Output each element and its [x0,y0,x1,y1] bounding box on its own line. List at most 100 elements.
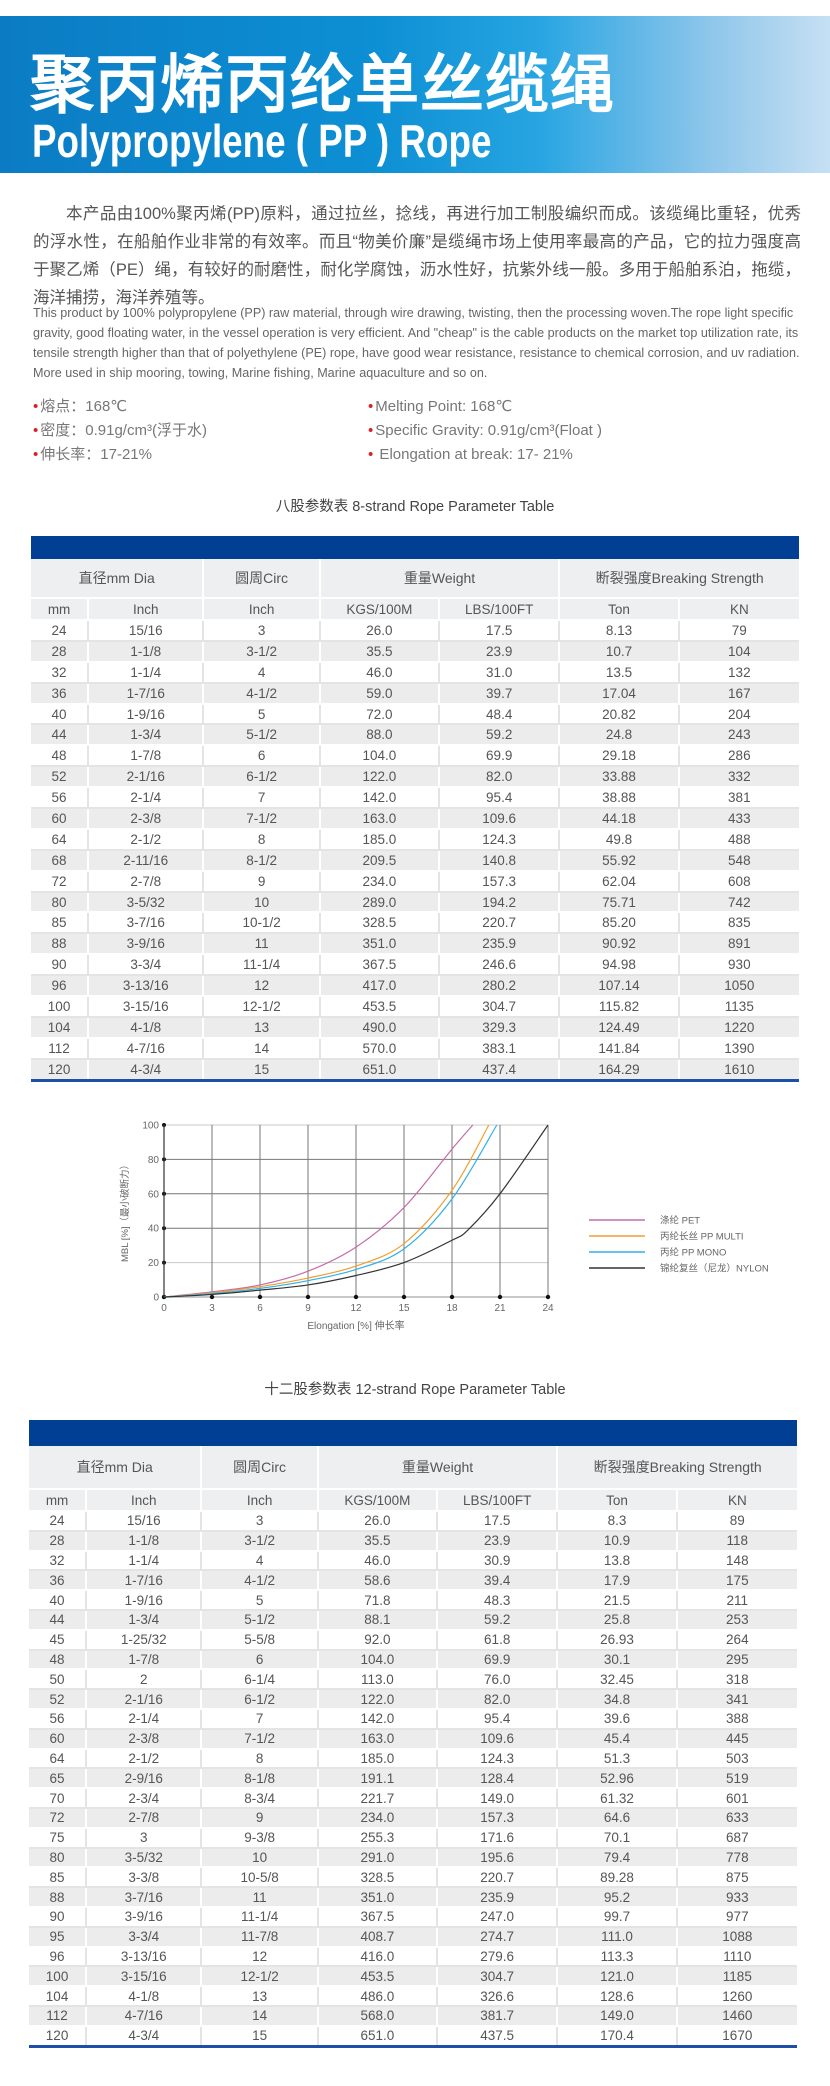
table-cell: 72.0 [318,703,440,726]
table-cell: 318 [675,1669,797,1691]
table-cell: 1670 [675,2025,797,2048]
table-cell: 3 [85,1827,202,1849]
table-cell: 3-3/8 [85,1867,202,1889]
table-cell: 1460 [675,2005,797,2027]
table-cell: 3-5/32 [87,891,204,914]
table-cell: 433 [677,808,799,830]
table-cell: 651.0 [318,1058,440,1082]
table-cell: 388 [675,1708,797,1730]
header-banner: 聚丙烯丙纶单丝缆绳 Polypropylene ( PP ) Rope [0,16,830,173]
table-row: 68 2-11/16 8-1/2 209.5 140.8 55.92 548 [31,849,799,872]
table-cell: 351.0 [318,933,440,956]
table-row: 80 3-5/32 10 291.0 195.6 79.4 778 [29,1847,797,1869]
table-cell: 381 [677,787,799,810]
table-cell: 211 [675,1590,797,1611]
table-cell: 17.5 [436,1511,558,1532]
spec-item: • 密度：0.91g/cm³(浮于水) [33,419,207,443]
table-cell: 95.2 [556,1887,677,1908]
table-cell: 10 [202,891,320,914]
table-cell: 52 [29,1689,87,1710]
table-cell: 1-7/8 [87,745,204,768]
table-cell: 70.1 [556,1827,677,1849]
table-cell: 6 [202,745,320,768]
table-cell: 453.5 [316,1966,438,1988]
table-row: 75 3 9-3/8 255.3 171.6 70.1 687 [29,1827,797,1849]
table-cell: 45 [29,1629,87,1651]
table-cell: 113.3 [556,1946,677,1968]
table-cell: 1220 [677,1016,799,1039]
table-cell: 304.7 [436,1966,558,1988]
table-cell: 2-1/16 [87,766,204,789]
table-cell: 8.13 [558,620,679,642]
table-cell: 21.5 [556,1590,677,1611]
table-cell: 274.7 [436,1926,558,1948]
table-cell: 185.0 [316,1748,438,1770]
x-tick-label: 12 [350,1303,362,1314]
y-axis-label: MBL [%]（最小破断力） [119,1160,131,1262]
table-row: 112 4-7/16 14 568.0 381.7 149.0 1460 [29,2005,797,2027]
table-cell: 36 [29,1570,87,1592]
x-tick-label: 6 [257,1303,263,1314]
table-cell: 68 [31,849,89,872]
table-cell: 221.7 [316,1788,438,1809]
header-unit-row: mm Inch Inch KGS/100M LBS/100FT Ton KN [31,598,799,621]
table-cell: 128.4 [436,1768,558,1790]
spec-item: • Elongation at break: 17- 21% [368,443,602,467]
table-cell: 191.1 [316,1768,438,1790]
spec-text: 伸长率：17-21% [40,446,152,463]
table-row: 112 4-7/16 14 570.0 383.1 141.84 1390 [31,1037,799,1060]
table-cell: 79.4 [556,1847,677,1869]
table-cell: 12-1/2 [202,996,320,1018]
header-unit: mm [29,1489,87,1512]
table-cell: 124.3 [436,1748,558,1770]
table-cell: 1-1/8 [87,640,204,663]
table-cell: 2-11/16 [87,849,204,872]
table-cell: 6 [200,1649,318,1671]
table-cell: 61.8 [436,1629,558,1651]
table-cell: 7-1/2 [200,1728,318,1750]
table-cell: 149.0 [556,2005,677,2027]
table-cell: 367.5 [318,954,440,977]
table-cell: 120 [29,2025,87,2048]
table-cell: 124.49 [558,1016,679,1039]
header-group-row: 直径mm Dia 圆周Circ 重量Weight 断裂强度Breaking Stren… [31,559,799,599]
table-cell: 30.9 [436,1550,558,1572]
table-row: 104 4-1/8 13 490.0 329.3 124.49 1220 [31,1016,799,1039]
table-cell: 11-1/4 [200,1906,318,1928]
table-cell: 8-1/2 [202,849,320,872]
table-cell: 6-1/2 [202,766,320,789]
table-cell: 26.0 [316,1511,438,1532]
table-cell: 14 [202,1037,320,1060]
bullet-icon: • [33,398,39,415]
table-cell: 32.45 [556,1669,677,1691]
table-cell: 329.3 [438,1016,560,1039]
table-cell: 490.0 [318,1016,440,1039]
table-cell: 367.5 [316,1906,438,1928]
table-cell: 933 [675,1887,797,1908]
bullet-icon: • [368,446,374,463]
header-dia: 直径mm Dia [31,559,204,599]
table-cell: 5-1/2 [202,724,320,747]
table-cell: 52 [31,766,89,789]
spec-item: • Specific Gravity: 0.91g/cm³(Float ) [368,419,602,443]
spec-item: • 伸长率：17-21% [33,443,207,467]
table-row: 28 1-1/8 3-1/2 35.5 23.9 10.7 104 [31,640,799,663]
table-cell: 163.0 [316,1728,438,1750]
table-row: 48 1-7/8 6 104.0 69.9 30.1 295 [29,1649,797,1671]
table-row: 60 2-3/8 7-1/2 163.0 109.6 45.4 445 [29,1728,797,1750]
header-unit: KGS/100M [316,1489,438,1512]
table-cell: 332 [677,766,799,789]
table-cell: 185.0 [318,828,440,851]
table-cell: 291.0 [316,1847,438,1869]
table-cell: 13.8 [556,1550,677,1572]
table-row: 44 1-3/4 5-1/2 88.0 59.2 24.8 243 [31,724,799,747]
table-cell: 3-9/16 [87,933,204,956]
table-cell: 1050 [677,975,799,998]
table-cell: 235.9 [438,933,560,956]
table-cell: 13.5 [558,661,679,684]
table-cell: 17.04 [558,682,679,705]
table-cell: 88 [29,1887,87,1908]
series-line [163,1124,498,1298]
table-cell: 32 [31,661,89,684]
table-cell: 1-7/16 [87,682,204,705]
